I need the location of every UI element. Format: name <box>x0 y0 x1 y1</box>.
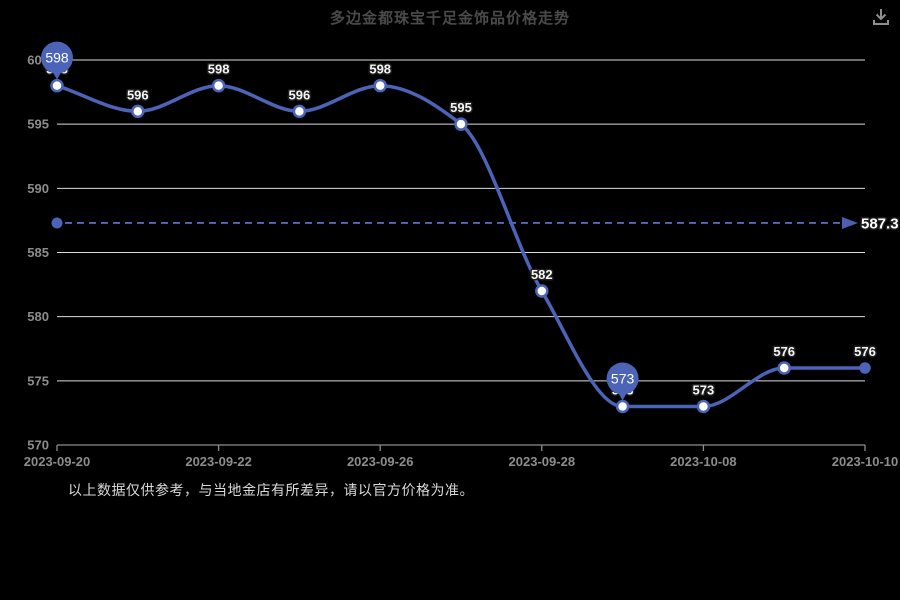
point-label: 573 <box>693 383 715 398</box>
y-tick-label: 580 <box>27 309 49 324</box>
point-label: 598 <box>208 62 230 77</box>
data-point-marker[interactable] <box>373 78 387 93</box>
point-label: 598 <box>369 62 391 77</box>
point-label: 582 <box>531 267 553 282</box>
y-tick-label: 570 <box>27 438 49 453</box>
point-label: 596 <box>289 87 311 102</box>
y-tick-label: 595 <box>27 117 49 132</box>
pin-marker[interactable] <box>41 41 73 74</box>
download-icon[interactable] <box>869 5 893 29</box>
average-line-start-dot <box>51 217 63 229</box>
average-line-arrow <box>842 216 858 229</box>
price-line <box>55 83 867 409</box>
x-tick-label: 2023-09-28 <box>509 454 576 469</box>
disclaimer-text: 以上数据仅供参考，与当地金店有所差异，请以官方价格为准。 <box>68 482 474 498</box>
data-point-marker[interactable] <box>535 284 549 298</box>
point-label: 576 <box>854 344 876 359</box>
data-point-marker[interactable] <box>50 78 64 93</box>
x-tick-label: 2023-09-26 <box>347 454 414 469</box>
data-point-marker[interactable] <box>454 117 468 131</box>
data-point-marker[interactable] <box>131 104 145 119</box>
x-tick-label: 2023-09-20 <box>24 454 91 469</box>
pin-marker-label: 598 <box>45 50 69 66</box>
pin-marker[interactable] <box>606 362 639 395</box>
pin-marker-label: 573 <box>611 371 635 387</box>
chart-title: 多边金都珠宝千足金饰品价格走势 <box>329 10 570 27</box>
x-tick-label: 2023-09-22 <box>185 454 252 469</box>
y-tick-label: 575 <box>27 373 49 388</box>
point-label: 595 <box>450 100 472 115</box>
average-value-label: 587.3 <box>861 215 899 232</box>
data-point-marker[interactable] <box>615 399 630 414</box>
y-tick-label: 590 <box>27 181 49 196</box>
data-point-marker[interactable] <box>211 78 226 93</box>
data-point-marker[interactable] <box>696 399 711 414</box>
x-tick-label: 2023-10-10 <box>832 454 899 469</box>
y-tick-label: 585 <box>27 245 49 260</box>
point-label: 576 <box>773 344 795 359</box>
x-tick-label: 2023-10-08 <box>670 454 737 469</box>
data-point-marker[interactable] <box>292 104 307 119</box>
data-point-marker[interactable] <box>777 361 791 375</box>
data-point-marker[interactable] <box>859 362 871 374</box>
point-label: 596 <box>127 87 149 102</box>
